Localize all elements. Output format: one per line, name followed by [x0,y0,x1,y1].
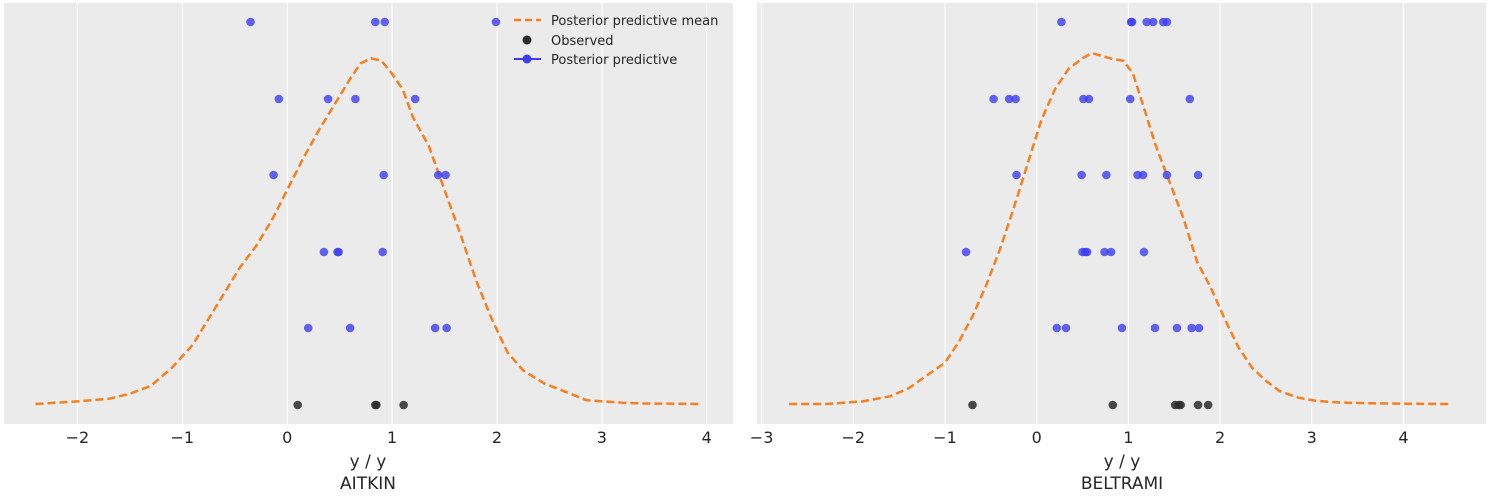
aitkin-observed-point [372,400,381,410]
aitkin-posterior-predictive-point [303,323,313,333]
beltrami-xtick-label: 4 [1398,428,1408,447]
beltrami-posterior-predictive-point [1077,170,1086,180]
beltrami-posterior-predictive-point [1125,94,1135,104]
aitkin-xtick-label: 1 [387,428,397,447]
beltrami-posterior-predictive-point [1148,17,1158,27]
beltrami-xlabel: y / y [1104,452,1141,472]
beltrami-posterior-predictive-point [1012,170,1021,180]
beltrami-plot-area [757,3,1486,424]
beltrami-posterior-predictive-point [1193,170,1203,180]
beltrami-posterior-predictive-point [1004,94,1014,104]
beltrami-posterior-predictive-point [961,247,971,257]
legend-observed-swatch [522,35,532,45]
beltrami-posterior-predictive-point [1142,17,1152,27]
aitkin-posterior-predictive-point [274,94,284,104]
beltrami-posterior-predictive-point [1061,323,1071,333]
beltrami-xtick-label: −2 [841,428,865,447]
beltrami-posterior-predictive-point [1052,323,1062,333]
aitkin-posterior-predictive-point [441,170,450,180]
aitkin-plot-area [4,3,733,424]
beltrami-posterior-predictive-point [1082,247,1092,257]
aitkin-posterior-predictive-point [334,247,343,257]
beltrami-posterior-predictive-point [1172,323,1182,333]
beltrami-observed-point [1108,400,1118,410]
beltrami-panel: −3 −2 −1 0 1 2 3 4 [750,3,1486,447]
beltrami-posterior-predictive-mean-line [789,51,1450,406]
beltrami-xtick-label: −3 [750,428,774,447]
beltrami-posterior-predictive-point [1117,323,1127,333]
beltrami-posterior-predictive-point [1102,170,1111,180]
legend: Posterior predictive mean Observed Poste… [514,14,718,68]
aitkin-posterior-predictive-point [442,323,451,333]
aitkin-posterior-predictive-point [246,17,255,27]
aitkin-posterior-predictive-point [351,94,360,104]
aitkin-xtick-label: 3 [597,428,607,447]
aitkin-posterior-predictive-point [410,94,420,104]
aitkin-xtick-label: −2 [66,428,90,447]
beltrami-posterior-predictive-point [1162,17,1172,27]
aitkin-xtick-label: 0 [282,428,292,447]
aitkin-posterior-predictive-point [379,170,389,180]
aitkin-xtick-label: 2 [492,428,502,447]
aitkin-posterior-predictive-point [491,17,501,27]
beltrami-observed-point [1176,400,1185,410]
aitkin-observed-point [399,400,408,410]
beltrami-posterior-predictive-point [1185,94,1195,104]
aitkin-posterior-predictive-point [269,170,278,180]
beltrami-title: BELTRAMI [1081,474,1163,494]
beltrami-posterior-predictive-point [1138,170,1148,180]
aitkin-posterior-predictive-point [323,94,333,104]
beltrami-xtick-label: 3 [1307,428,1317,447]
aitkin-posterior-predictive-point [371,17,380,27]
aitkin-posterior-predictive-point [433,170,443,180]
aitkin-posterior-predictive-point [319,247,329,257]
beltrami-observed-point [968,400,977,410]
beltrami-xtick-label: 0 [1032,428,1042,447]
beltrami-posterior-predictive-point [1106,247,1116,257]
aitkin-observed-point [293,400,302,410]
aitkin-panel: −2 −1 0 1 2 3 4 [4,3,733,447]
beltrami-xtick-label: 1 [1123,428,1133,447]
aitkin-title: AITKIN [340,474,396,494]
aitkin-posterior-predictive-point [345,323,355,333]
beltrami-observed-point [1193,400,1203,410]
aitkin-xlabel: y / y [350,452,387,472]
beltrami-posterior-predictive-point [1011,94,1020,104]
legend-predictive-swatch [522,54,532,64]
legend-mean-label: Posterior predictive mean [551,14,718,29]
beltrami-observed-point [1203,400,1213,410]
beltrami-posterior-predictive-point [1127,17,1137,27]
beltrami-posterior-predictive-point [1194,323,1204,333]
beltrami-xtick-label: −1 [933,428,957,447]
aitkin-posterior-predictive-point [430,323,440,333]
beltrami-posterior-predictive-point [1187,323,1196,333]
beltrami-xtick-label: 2 [1215,428,1225,447]
aitkin-posterior-predictive-point [380,17,390,27]
legend-predictive-label: Posterior predictive [551,53,677,68]
beltrami-posterior-predictive-point [1057,17,1066,27]
beltrami-posterior-predictive-point [1139,247,1149,257]
aitkin-posterior-predictive-mean-line [35,56,702,406]
beltrami-posterior-predictive-point [1084,94,1094,104]
legend-observed-label: Observed [551,34,614,49]
aitkin-posterior-predictive-point [378,247,387,257]
aitkin-xtick-label: 4 [702,428,712,447]
aitkin-xtick-label: −1 [171,428,195,447]
beltrami-posterior-predictive-point [1162,170,1172,180]
beltrami-posterior-predictive-point [1100,247,1109,257]
beltrami-posterior-predictive-point [989,94,998,104]
beltrami-posterior-predictive-point [1150,323,1160,333]
